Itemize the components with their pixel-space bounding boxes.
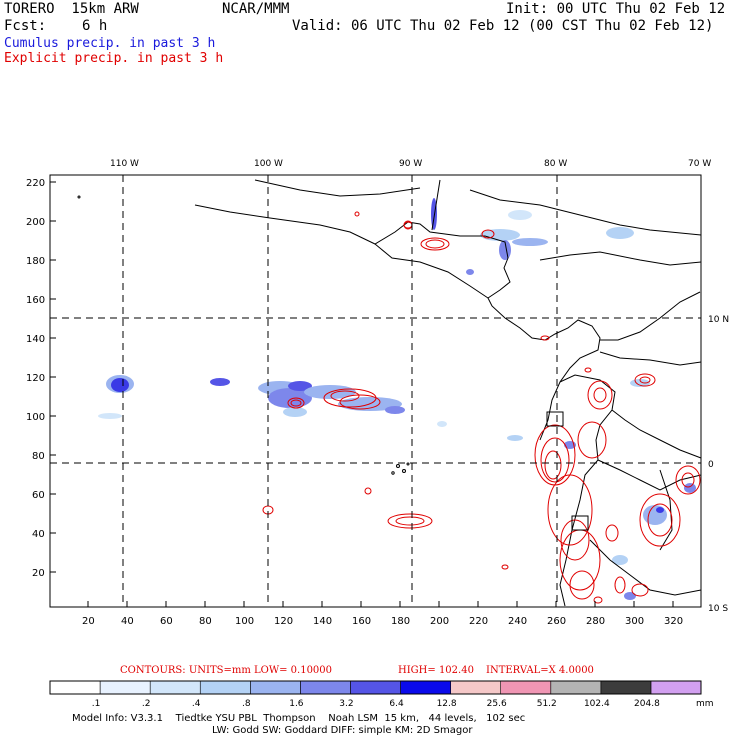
station-box <box>546 411 564 427</box>
colorbar-swatch <box>99 680 151 695</box>
x-tick-label: 260 <box>547 616 566 627</box>
contour-high-info: HIGH= 102.40 <box>398 665 474 676</box>
colorbar-label: 12.8 <box>437 699 457 709</box>
organization: NCAR/MMM <box>222 1 290 17</box>
colorbar-swatch <box>199 680 251 695</box>
right-latitude-labels: 10 N 0 10 S <box>708 315 729 614</box>
forecast-label: Fcst: <box>4 18 47 34</box>
colorbar-label: .8 <box>242 699 251 709</box>
colorbar-swatch <box>500 680 552 695</box>
lat-label: 10 S <box>708 604 728 614</box>
lon-label: 110 W <box>110 159 139 169</box>
colorbar-swatch <box>650 680 702 695</box>
lon-label: 100 W <box>254 159 283 169</box>
x-tick-label: 80 <box>199 616 212 627</box>
cumulus-precip-shading <box>98 198 696 600</box>
colorbar-swatch <box>600 680 652 695</box>
x-tick-label: 120 <box>274 616 293 627</box>
colorbar-frame <box>49 680 702 695</box>
x-tick-label: 20 <box>82 616 95 627</box>
y-tick-label: 80 <box>32 451 45 462</box>
colorbar-label: .4 <box>192 699 201 709</box>
y-axis-labels: 220 200 180 160 140 120 100 80 60 40 20 <box>26 178 45 579</box>
lon-label: 70 W <box>688 159 711 169</box>
y-tick-label: 180 <box>26 256 45 267</box>
colorbar-swatch <box>49 680 101 695</box>
x-tick-label: 220 <box>469 616 488 627</box>
colorbar-label: 3.2 <box>339 699 353 709</box>
lon-label: 80 W <box>544 159 567 169</box>
valid-time: Valid: 06 UTC Thu 02 Feb 12 (00 CST Thu … <box>292 18 714 34</box>
model-info-line1: Model Info: V3.3.1 Tiedtke YSU PBL Thomp… <box>72 713 526 724</box>
colorbar-swatch <box>550 680 602 695</box>
colorbar-swatch <box>250 680 301 695</box>
x-tick-label: 160 <box>352 616 371 627</box>
colorbar-swatch <box>350 680 401 695</box>
x-tick-label: 180 <box>391 616 410 627</box>
y-tick-label: 200 <box>26 217 45 228</box>
x-tick-label: 240 <box>508 616 527 627</box>
colorbar-label: 102.4 <box>584 699 610 709</box>
contour-interval-info: INTERVAL=X 4.0000 <box>486 665 594 676</box>
latlon-grid <box>50 175 701 607</box>
colorbar-label: 204.8 <box>634 699 660 709</box>
x-tick-label: 100 <box>235 616 254 627</box>
colorbar-label: .2 <box>142 699 151 709</box>
x-axis-ticks <box>87 601 674 607</box>
colorbar-label: 51.2 <box>537 699 557 709</box>
y-tick-label: 140 <box>26 334 45 345</box>
y-axis-ticks <box>50 181 56 573</box>
x-tick-label: 200 <box>430 616 449 627</box>
lat-label: 10 N <box>708 315 729 325</box>
x-tick-label: 300 <box>625 616 644 627</box>
y-tick-label: 60 <box>32 490 45 501</box>
contour-units-info: CONTOURS: UNITS=mm LOW= 0.10000 <box>120 665 333 676</box>
station-box <box>571 515 589 531</box>
plot-frame <box>49 174 702 608</box>
top-longitude-labels: 110 W 100 W 90 W 80 W 70 W <box>110 159 711 169</box>
y-tick-label: 40 <box>32 529 45 540</box>
colorbar-label: 25.6 <box>487 699 507 709</box>
colorbar-label: 1.6 <box>289 699 304 709</box>
colorbar-swatch <box>300 680 351 695</box>
x-tick-label: 280 <box>586 616 605 627</box>
colorbar-swatch <box>400 680 451 695</box>
y-tick-label: 100 <box>26 412 45 423</box>
legend-cumulus: Cumulus precip. in past 3 h <box>4 36 216 51</box>
init-time: Init: 00 UTC Thu 02 Feb 12 <box>506 1 726 17</box>
colorbar-label: .1 <box>92 699 101 709</box>
x-tick-label: 60 <box>160 616 173 627</box>
y-tick-label: 160 <box>26 295 45 306</box>
forecast-hour: 6 h <box>82 18 108 34</box>
colorbar-labels: .1 .2 .4 .8 1.6 3.2 6.4 12.8 25.6 51.2 102.4 204.8 <box>92 699 660 709</box>
lon-label: 90 W <box>399 159 422 169</box>
colorbar-swatch <box>149 680 201 695</box>
colorbar <box>49 680 702 695</box>
colorbar-swatch <box>450 680 501 695</box>
coastlines <box>77 179 702 607</box>
y-tick-label: 220 <box>26 178 45 189</box>
colorbar-unit: mm <box>696 699 714 709</box>
model-name: TORERO 15km ARW <box>4 1 139 17</box>
x-tick-label: 40 <box>121 616 134 627</box>
lat-label: 0 <box>708 460 714 470</box>
x-tick-label: 140 <box>313 616 332 627</box>
colorbar-label: 6.4 <box>389 699 404 709</box>
x-tick-label: 320 <box>664 616 683 627</box>
y-tick-label: 120 <box>26 373 45 384</box>
model-info-line2: LW: Godd SW: Goddard DIFF: simple KM: 2D… <box>212 725 473 736</box>
legend-explicit: Explicit precip. in past 3 h <box>4 51 224 66</box>
x-axis-labels: 20 40 60 80 100 120 140 160 180 200 220 … <box>82 616 683 627</box>
y-tick-label: 20 <box>32 568 45 579</box>
